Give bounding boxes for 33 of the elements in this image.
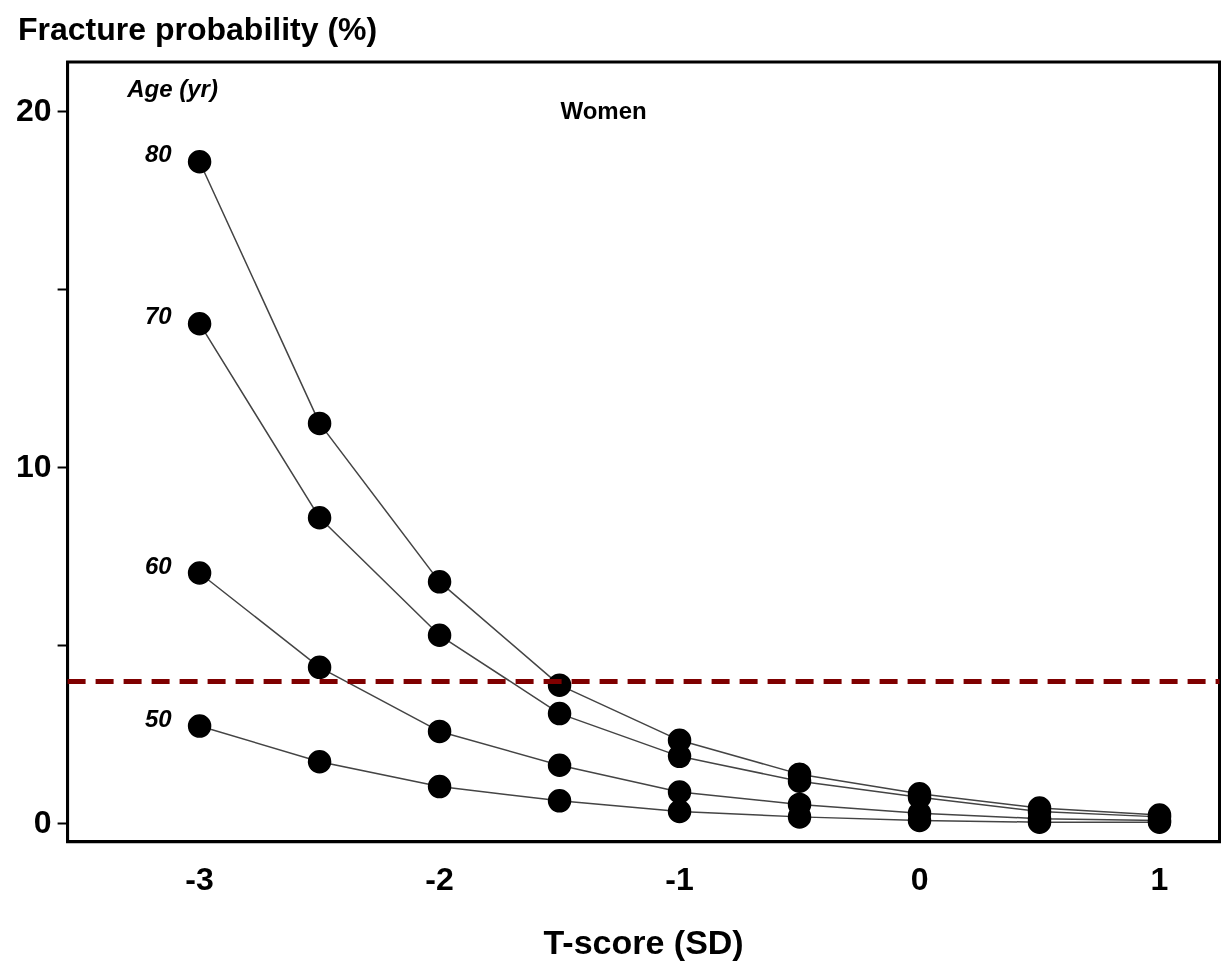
point (427, 719, 452, 744)
point (307, 506, 332, 530)
y-tick-label: 20 (16, 91, 52, 128)
point (307, 655, 332, 680)
x-tick-label: 1 (1150, 860, 1169, 897)
point (667, 780, 692, 804)
y-axis-title: Fracture probability (%) (18, 11, 378, 47)
x-tick-label: -2 (425, 860, 454, 897)
y-tick-label: 10 (16, 447, 52, 484)
legend-title: Age (yr) (126, 74, 218, 102)
x-tick-label: -3 (185, 860, 214, 897)
point (187, 149, 212, 174)
x-tick-label: -1 (665, 860, 694, 897)
point (187, 714, 212, 738)
annotation: Women (560, 96, 647, 124)
point (547, 753, 572, 777)
point (307, 749, 332, 774)
series-label: 60 (144, 551, 173, 579)
point (427, 623, 452, 648)
x-tick-label: 0 (910, 860, 929, 897)
point (187, 561, 212, 585)
y-tick-label: 0 (33, 803, 52, 840)
series-label: 50 (144, 704, 173, 732)
point (547, 789, 572, 813)
point (427, 570, 452, 594)
point (427, 774, 452, 799)
point (307, 411, 332, 436)
series-label: 70 (144, 302, 173, 330)
point (667, 799, 692, 824)
point (187, 311, 212, 336)
x-axis-title: T-score (SD) (543, 922, 744, 961)
series-label: 80 (144, 140, 173, 168)
point (547, 701, 572, 726)
